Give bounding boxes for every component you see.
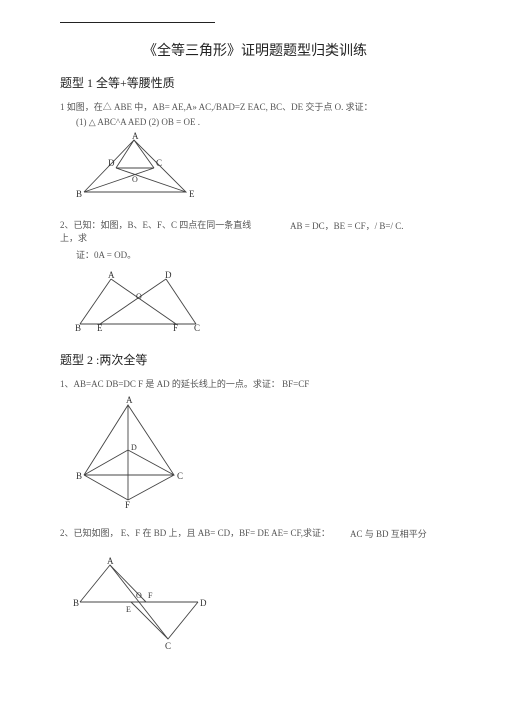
fig3-svg: A B C D F xyxy=(66,395,196,510)
fig4-label-o: O xyxy=(136,591,142,600)
fig1-label-o: O xyxy=(132,175,138,184)
doc-title: 《全等三角形》证明题题型归类训练 xyxy=(60,40,450,60)
s2-q2-right: AC 与 BD 互相平分 xyxy=(350,527,427,540)
fig3-label-b: B xyxy=(76,471,82,481)
figure-1: A B E D C O xyxy=(66,132,450,207)
s1-q2-left2: 证：0A = OD。 xyxy=(76,248,260,261)
fig1-label-e: E xyxy=(189,189,195,199)
fig2-label-d: D xyxy=(165,270,172,280)
s1-q2-row: 2、已知：如图，B、E、F、C 四点在同一条直线上，求 证：0A = OD。 A… xyxy=(60,219,450,265)
header-rule xyxy=(60,22,215,23)
s2-q1-line1: 1、AB=AC DB=DC F 是 AD 的延长线上的一点。求证： BF=CF xyxy=(60,378,450,392)
fig2-label-a: A xyxy=(108,270,115,280)
fig3-label-a: A xyxy=(126,395,133,405)
fig4-label-f: F xyxy=(148,591,153,600)
s2-q2-left: 2、已知如图， E、F 在 BD 上，且 AB= CD，BF= DE AE= C… xyxy=(60,527,330,541)
s1-q1-line1: 1 如图，在△ ABE 中，AB= AE,A» AC,/BAD=Z EAC, B… xyxy=(60,101,450,115)
fig1-label-b: B xyxy=(76,189,82,199)
figure-2: A D B E F C O xyxy=(66,269,450,339)
fig1-label-a: A xyxy=(132,132,139,141)
fig4-label-a: A xyxy=(107,557,114,566)
figure-3: A B C D F xyxy=(66,395,450,515)
s2-q2-row: 2、已知如图， E、F 在 BD 上，且 AB= CD，BF= DE AE= C… xyxy=(60,527,450,543)
section-1-title: 题型 1 全等+等腰性质 xyxy=(60,74,450,91)
fig1-label-d: D xyxy=(108,158,115,168)
fig4-svg: A B E O F D C xyxy=(66,557,216,652)
fig4-label-e: E xyxy=(126,605,131,614)
fig1-label-c: C xyxy=(156,158,162,168)
fig4-label-b: B xyxy=(73,598,79,608)
fig3-label-d: D xyxy=(131,443,137,452)
fig3-label-c: C xyxy=(177,471,183,481)
s1-q2-left1: 2、已知：如图，B、E、F、C 四点在同一条直线上，求 xyxy=(60,219,260,246)
s1-q1-line2: (1) △ ABC^A AED (2) OB = OE . xyxy=(76,117,450,128)
section-2-title: 题型 2 :两次全等 xyxy=(60,351,450,368)
fig1-svg: A B E D C O xyxy=(66,132,216,202)
fig4-label-c: C xyxy=(165,641,171,651)
figure-4: A B E O F D C xyxy=(66,557,450,657)
page-container: 《全等三角形》证明题题型归类训练 题型 1 全等+等腰性质 1 如图，在△ AB… xyxy=(0,0,505,689)
fig2-label-f: F xyxy=(173,323,178,333)
s1-q2-right: AB = DC，BE = CF，/ B=/ C. xyxy=(290,219,404,232)
fig2-svg: A D B E F C O xyxy=(66,269,216,334)
fig2-label-c: C xyxy=(194,323,200,333)
fig3-label-f: F xyxy=(125,500,130,510)
fig2-label-b: B xyxy=(75,323,81,333)
fig2-label-e: E xyxy=(97,323,103,333)
fig4-label-d: D xyxy=(200,598,207,608)
fig2-label-o: O xyxy=(136,292,142,301)
